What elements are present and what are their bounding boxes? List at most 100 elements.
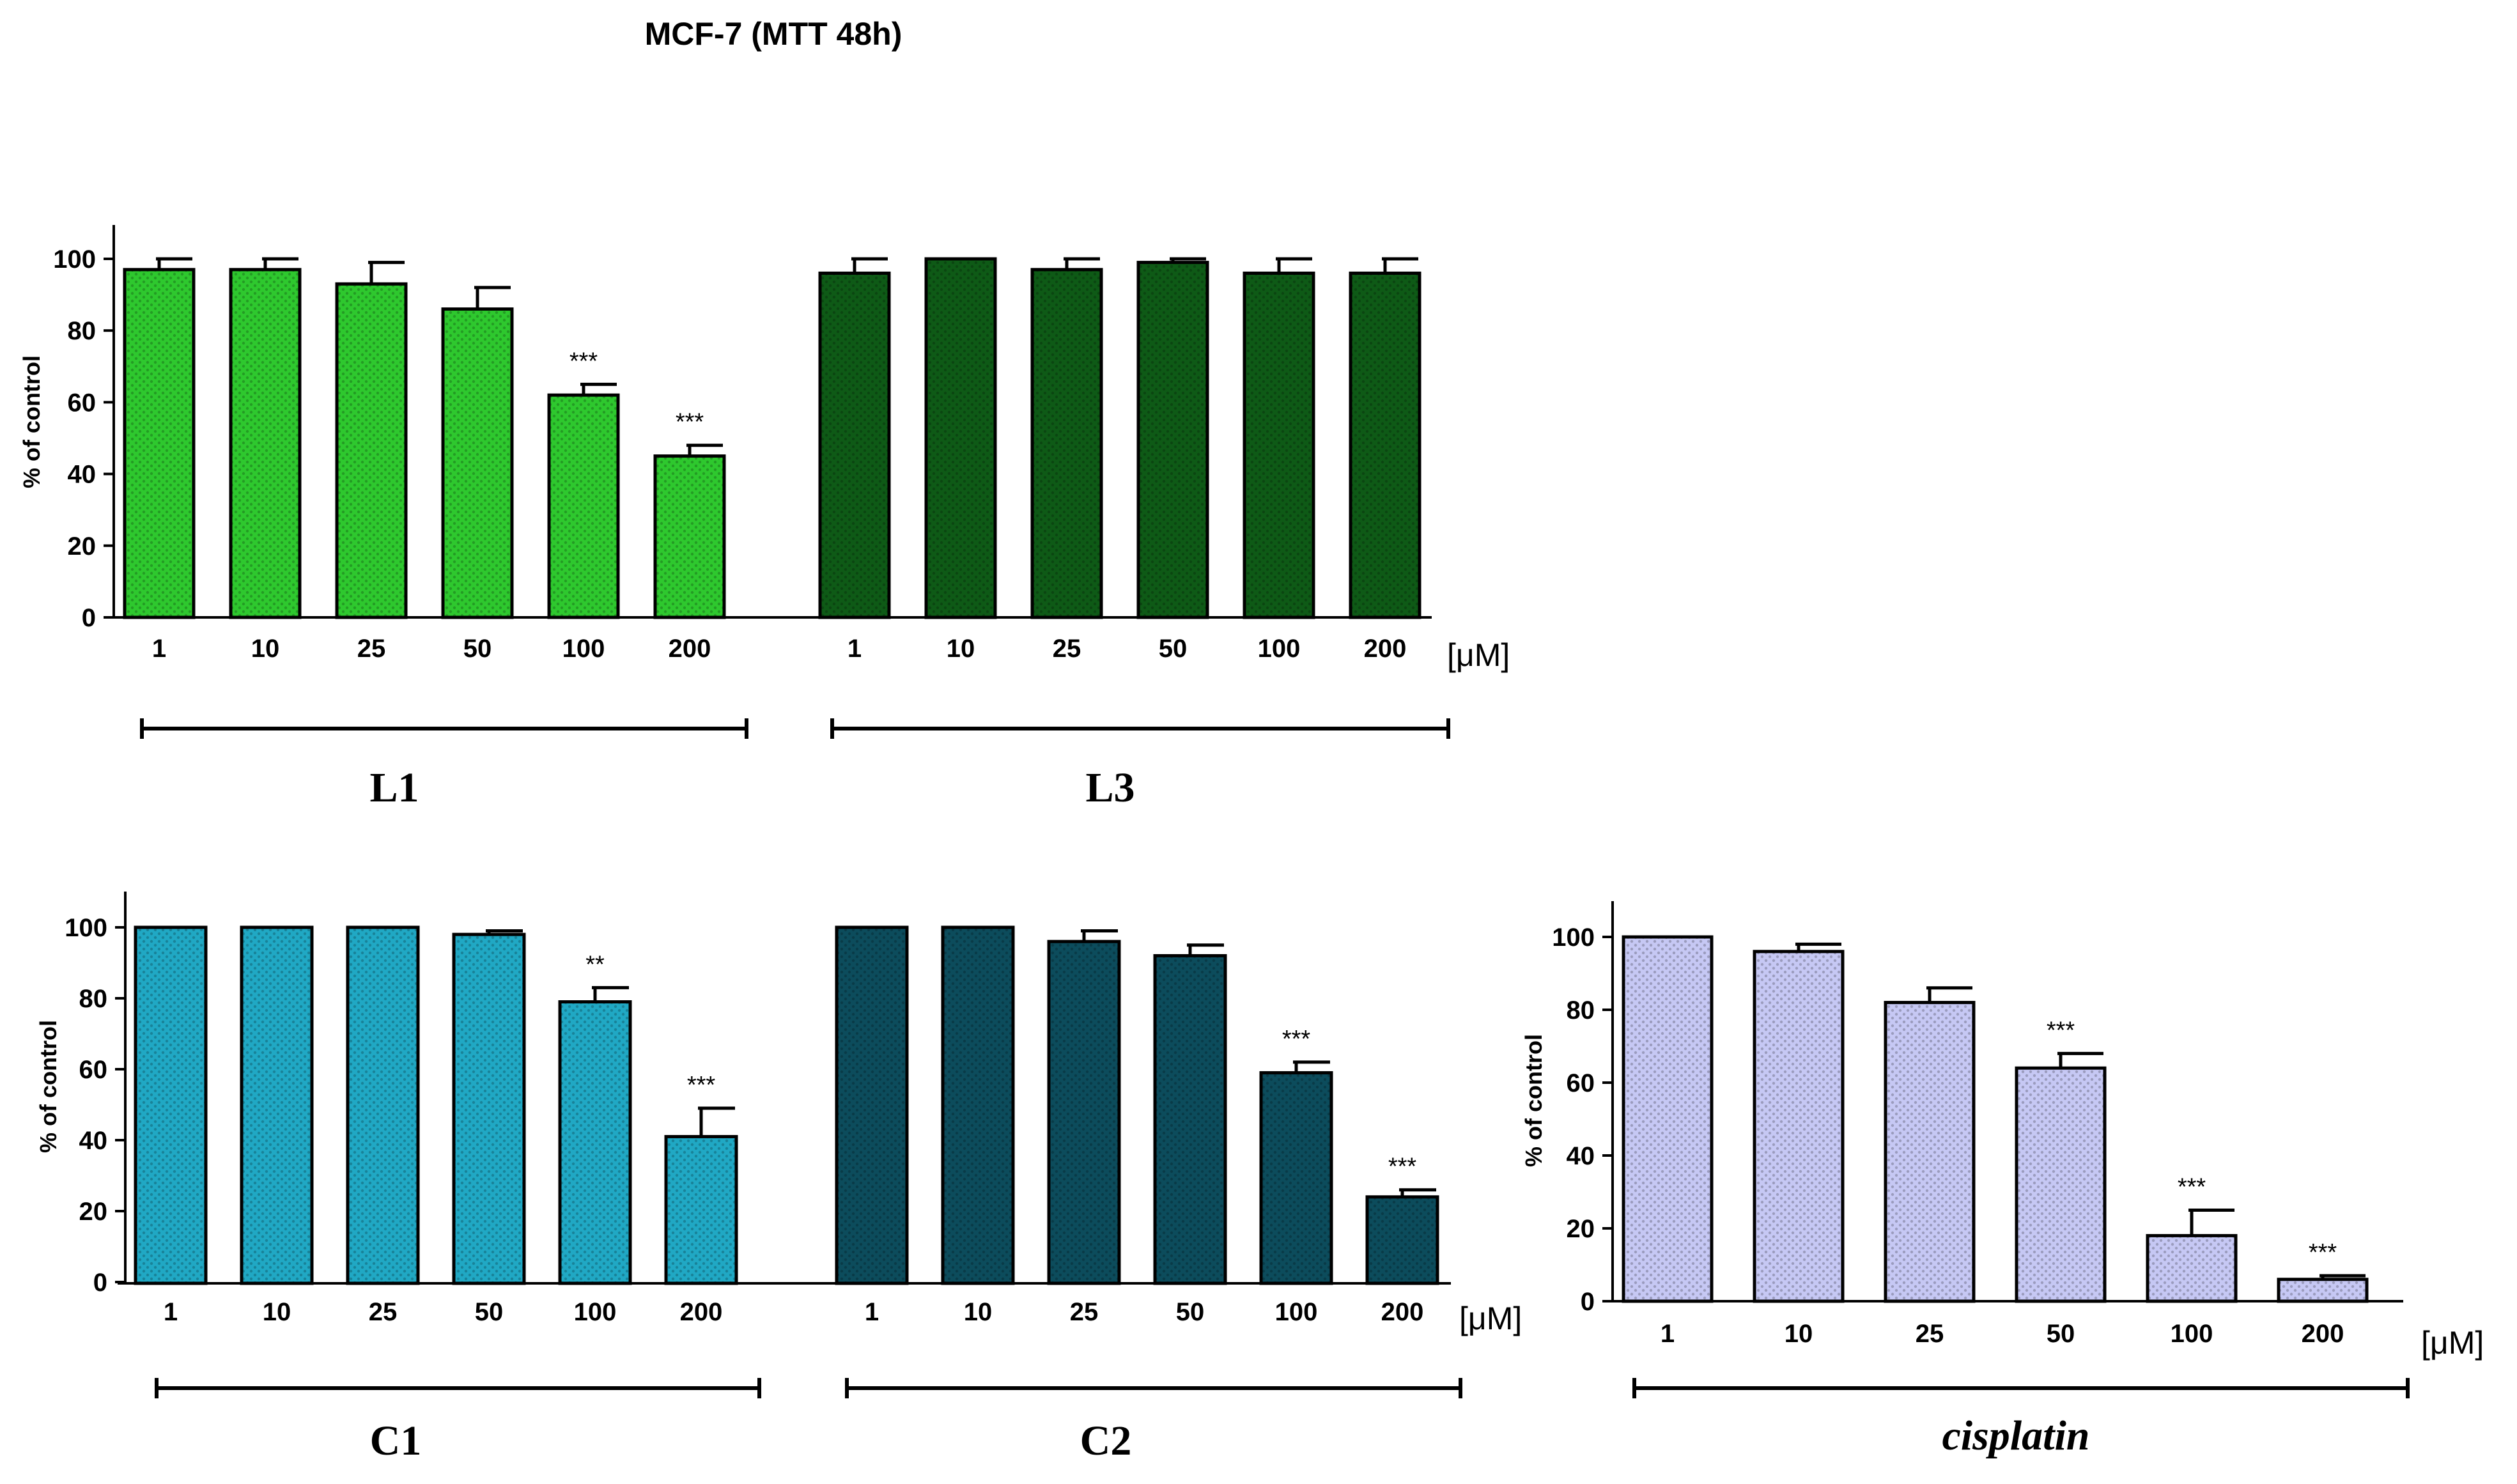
significance-mark: *** — [687, 1072, 716, 1099]
y-tick-label: 40 — [79, 1127, 108, 1155]
bar-texture — [242, 927, 312, 1283]
y-tick-label: 40 — [68, 461, 97, 489]
significance-mark: *** — [569, 348, 598, 375]
y-tick-label: 80 — [68, 317, 97, 345]
bar-texture — [443, 309, 512, 617]
x-tick-label: 200 — [680, 1298, 723, 1326]
bar-texture — [1032, 269, 1101, 618]
x-tick-label: 50 — [1176, 1298, 1205, 1326]
y-tick-label: 20 — [68, 532, 97, 560]
y-axis-label: % of control — [35, 1020, 61, 1153]
x-tick-label: 10 — [1785, 1320, 1813, 1348]
y-tick-label: 100 — [1552, 924, 1595, 952]
group-label-cisplatin: cisplatin — [1942, 1412, 2089, 1459]
x-tick-label: 1 — [164, 1298, 178, 1326]
bar-texture — [2017, 1068, 2105, 1301]
y-tick-label: 100 — [53, 245, 96, 274]
bar-texture — [1049, 941, 1119, 1283]
significance-mark: *** — [676, 409, 704, 436]
bar-texture — [125, 269, 194, 618]
x-tick-label: 10 — [251, 635, 280, 663]
y-tick-label: 20 — [1567, 1215, 1595, 1243]
bar-texture — [1351, 273, 1420, 617]
y-tick-label: 60 — [79, 1056, 108, 1084]
bar-texture — [1623, 937, 1712, 1301]
x-tick-label: 50 — [463, 635, 492, 663]
y-tick-label: 80 — [1567, 996, 1595, 1024]
y-tick-label: 0 — [93, 1269, 107, 1297]
bar-texture — [231, 269, 300, 618]
x-tick-label: 10 — [263, 1298, 291, 1326]
x-tick-label: 200 — [1364, 635, 1407, 663]
significance-mark: ** — [585, 951, 605, 978]
x-tick-label: 25 — [1070, 1298, 1099, 1326]
bar-texture — [1138, 262, 1207, 617]
figure-title: MCF-7 (MTT 48h) — [645, 16, 902, 52]
y-tick-label: 20 — [79, 1198, 108, 1226]
y-tick-label: 40 — [1567, 1142, 1595, 1170]
x-tick-label: 100 — [1275, 1298, 1318, 1326]
bar-texture — [1155, 955, 1225, 1283]
bar-texture — [655, 456, 724, 617]
group-label-L3: L3 — [1085, 764, 1135, 811]
bar-texture — [560, 1001, 630, 1283]
bar-texture — [943, 927, 1013, 1283]
bar-texture — [820, 273, 889, 617]
y-tick-label: 60 — [1567, 1069, 1595, 1097]
bar-texture — [136, 927, 206, 1283]
bar-texture — [337, 284, 406, 617]
x-tick-label: 1 — [152, 635, 166, 663]
bar-texture — [1886, 1002, 1974, 1301]
group-label-L1: L1 — [369, 764, 419, 811]
bar-texture — [926, 259, 995, 617]
significance-mark: *** — [1282, 1026, 1311, 1053]
x-tick-label: 200 — [2302, 1320, 2344, 1348]
significance-mark: *** — [1388, 1154, 1417, 1180]
x-tick-label: 25 — [1053, 635, 1081, 663]
x-tick-label: 10 — [947, 635, 975, 663]
unit-label: [μM] — [2421, 1325, 2484, 1361]
x-tick-label: 50 — [475, 1298, 504, 1326]
unit-label: [μM] — [1459, 1301, 1522, 1336]
y-tick-label: 80 — [79, 985, 108, 1013]
x-tick-label: 1 — [865, 1298, 879, 1326]
bar-texture — [549, 395, 618, 617]
y-tick-label: 60 — [68, 389, 97, 417]
x-tick-label: 100 — [2171, 1320, 2213, 1348]
bar-texture — [348, 927, 418, 1283]
y-axis-label: % of control — [1521, 1034, 1547, 1167]
x-tick-label: 25 — [1916, 1320, 1944, 1348]
x-tick-label: 200 — [669, 635, 711, 663]
x-tick-label: 1 — [1661, 1320, 1675, 1348]
bar-texture — [1261, 1072, 1331, 1283]
x-tick-label: 50 — [2047, 1320, 2075, 1348]
y-tick-label: 0 — [82, 604, 96, 632]
x-tick-label: 1 — [848, 635, 862, 663]
x-tick-label: 100 — [562, 635, 605, 663]
significance-mark: *** — [2309, 1239, 2337, 1266]
y-axis-label: % of control — [19, 355, 45, 488]
significance-mark: *** — [2178, 1174, 2206, 1201]
group-label-C2: C2 — [1080, 1418, 1132, 1464]
x-tick-label: 100 — [574, 1298, 617, 1326]
x-tick-label: 200 — [1381, 1298, 1424, 1326]
group-label-C1: C1 — [370, 1418, 422, 1464]
bar-texture — [454, 934, 524, 1283]
x-tick-label: 10 — [964, 1298, 993, 1326]
y-tick-label: 0 — [1581, 1288, 1595, 1316]
y-tick-label: 100 — [65, 914, 107, 942]
x-tick-label: 25 — [369, 1298, 398, 1326]
bar-texture — [1754, 951, 1843, 1301]
unit-label: [μM] — [1447, 637, 1510, 673]
significance-mark: *** — [2047, 1017, 2075, 1044]
bar-texture — [837, 927, 907, 1283]
x-tick-label: 50 — [1159, 635, 1188, 663]
bar-texture — [2148, 1235, 2236, 1301]
bar-texture — [666, 1136, 736, 1283]
bar-texture — [1244, 273, 1313, 617]
x-tick-label: 25 — [357, 635, 386, 663]
bar-texture — [1367, 1196, 1437, 1283]
x-tick-label: 100 — [1258, 635, 1301, 663]
